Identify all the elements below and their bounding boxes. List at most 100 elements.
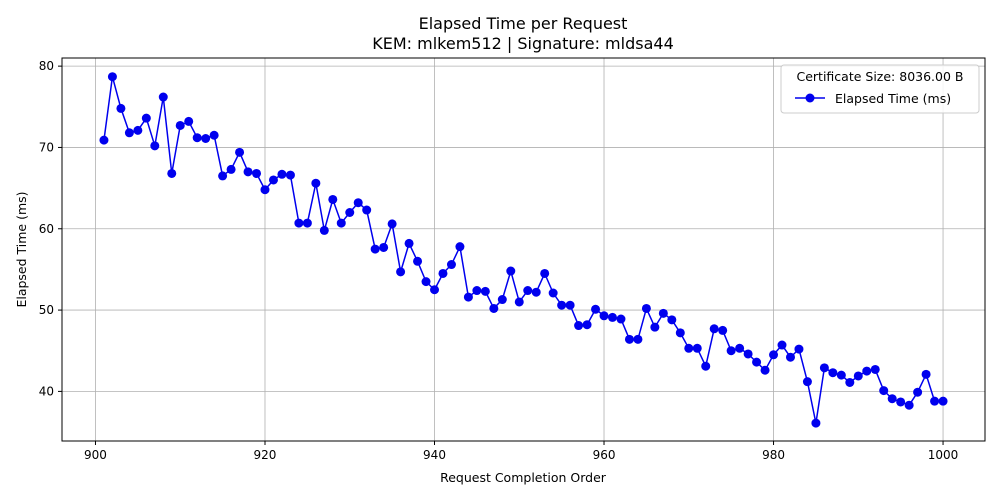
data-point (845, 377, 855, 387)
series-layer (99, 72, 948, 428)
data-point (201, 134, 211, 143)
data-point (506, 266, 516, 276)
data-point (328, 194, 338, 204)
data-point (124, 128, 134, 138)
data-point (379, 242, 389, 252)
data-point (836, 370, 846, 380)
data-point (658, 308, 668, 318)
data-point (175, 120, 185, 130)
data-point (811, 418, 821, 428)
data-point (531, 287, 541, 297)
axis-ticks: 900 920 940 960 980 1000 40 50 60 70 80 (39, 59, 959, 462)
x-axis-label: Request Completion Order (440, 470, 607, 485)
data-point (302, 218, 312, 228)
data-point (548, 288, 558, 298)
data-point (268, 175, 278, 185)
data-point (785, 352, 795, 362)
data-point (701, 361, 711, 371)
x-tick-label: 920 (254, 448, 277, 462)
data-point (769, 350, 779, 360)
data-point (294, 218, 304, 228)
data-point (802, 377, 812, 387)
data-point (209, 130, 219, 140)
legend: Certificate Size: 8036.00 B Elapsed Time… (780, 64, 980, 114)
data-point (472, 286, 482, 296)
data-point (370, 244, 380, 254)
data-point (192, 133, 202, 143)
data-point (311, 178, 321, 188)
data-point (930, 396, 940, 406)
data-point (514, 297, 524, 307)
data-point (582, 320, 592, 330)
legend-marker-swatch (805, 93, 815, 103)
data-point (777, 340, 787, 350)
data-point (150, 141, 160, 151)
data-point (336, 218, 346, 228)
data-point (362, 205, 372, 215)
data-point (752, 357, 762, 367)
data-point (684, 343, 694, 353)
chart-subtitle: KEM: mlkem512 | Signature: mldsa44 (372, 34, 674, 53)
data-point (853, 371, 863, 381)
data-point (319, 225, 329, 235)
data-point (870, 364, 880, 374)
data-point (396, 267, 406, 277)
x-tick-label: 940 (423, 448, 446, 462)
data-point (489, 303, 499, 313)
data-point (938, 396, 948, 406)
data-point (540, 268, 550, 278)
data-point (743, 349, 753, 359)
data-point (726, 346, 736, 356)
data-point (591, 304, 601, 314)
x-tick-label: 900 (84, 448, 107, 462)
data-point (116, 103, 126, 113)
x-tick-label: 1000 (928, 448, 959, 462)
data-point (913, 387, 923, 397)
data-point (438, 268, 448, 278)
data-point (616, 314, 626, 324)
data-point (904, 400, 914, 410)
data-point (709, 324, 719, 334)
data-point (565, 300, 575, 310)
data-point (862, 366, 872, 376)
data-point (226, 164, 236, 174)
data-point (158, 92, 168, 102)
data-point (455, 242, 465, 252)
data-point (828, 368, 838, 378)
data-point (404, 238, 414, 248)
x-tick-label: 960 (593, 448, 616, 462)
data-point (607, 312, 617, 322)
legend-title: Certificate Size: 8036.00 B (797, 69, 964, 84)
grid (62, 58, 985, 441)
data-point (574, 321, 584, 331)
data-point (446, 260, 456, 270)
data-point (133, 125, 143, 135)
y-tick-label: 40 (39, 384, 54, 398)
data-point (819, 363, 829, 373)
data-point (692, 343, 702, 353)
data-point (887, 394, 897, 404)
data-point (285, 170, 295, 180)
data-point (184, 116, 194, 126)
data-point (252, 168, 262, 178)
data-point (633, 334, 643, 344)
data-point (760, 365, 770, 375)
plot-frame (61, 57, 986, 442)
data-point (218, 171, 228, 181)
x-tick-label: 980 (762, 448, 785, 462)
data-point (430, 285, 440, 295)
y-tick-label: 70 (39, 140, 54, 154)
data-point (641, 303, 651, 313)
y-tick-label: 50 (39, 303, 54, 317)
data-point (353, 198, 363, 208)
data-point (650, 322, 660, 332)
y-tick-label: 60 (39, 222, 54, 236)
chart-title: Elapsed Time per Request (419, 14, 628, 33)
data-point (345, 208, 355, 217)
data-point (107, 72, 117, 82)
data-point (557, 300, 567, 310)
data-point (421, 277, 431, 287)
legend-entry-label: Elapsed Time (ms) (835, 91, 951, 106)
data-point (277, 169, 287, 179)
